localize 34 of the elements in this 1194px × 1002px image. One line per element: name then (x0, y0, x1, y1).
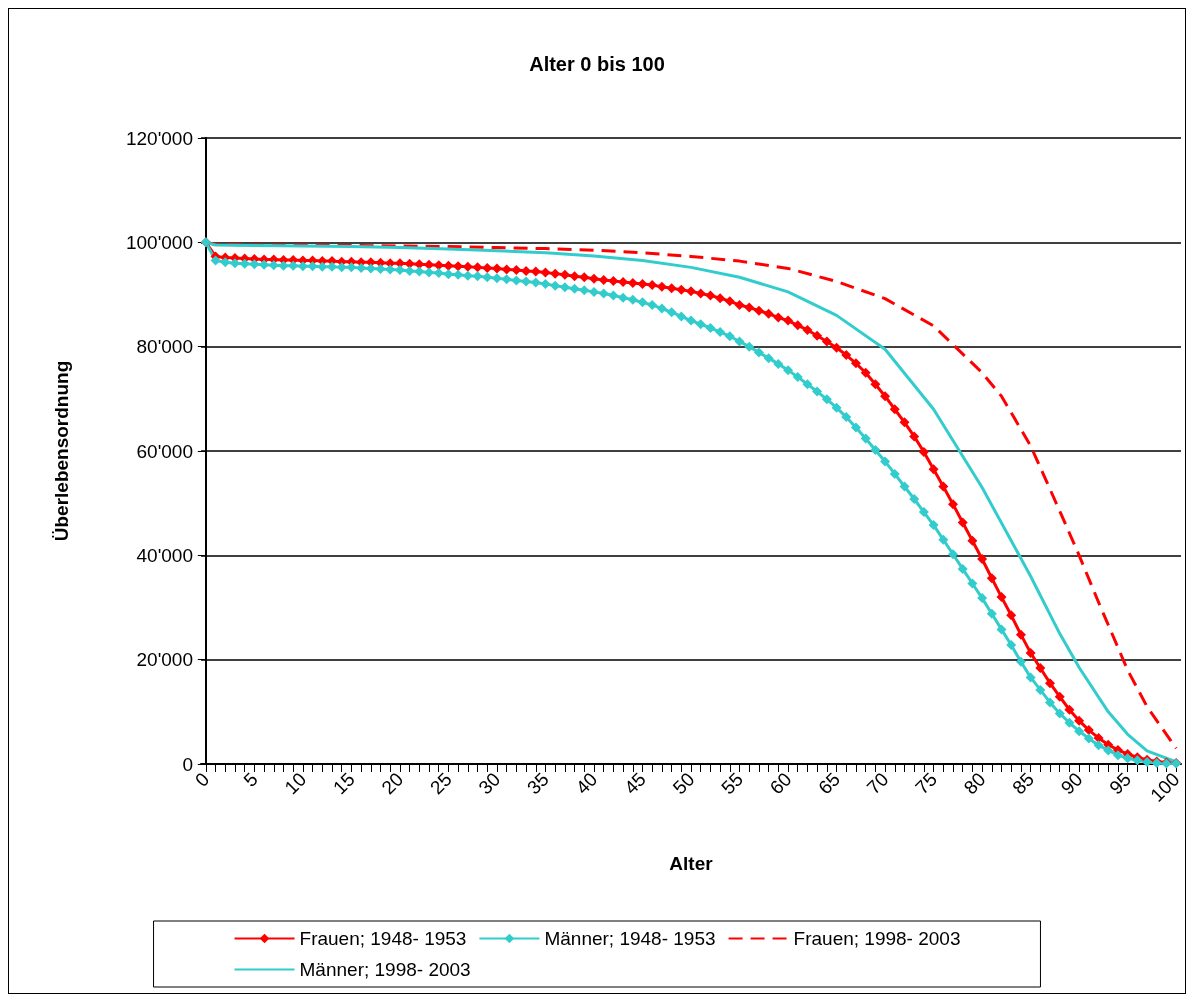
x-tick-label: 70 (862, 768, 893, 799)
y-tick-label: 60'000 (136, 440, 193, 462)
x-tick-label: 75 (911, 768, 942, 799)
x-tick-label: 35 (523, 768, 553, 799)
x-tick-label: 85 (1008, 768, 1039, 799)
y-tick-label: 80'000 (136, 336, 193, 358)
legend-label: Frauen; 1948- 1953 (299, 928, 467, 949)
x-tick-label: 90 (1056, 768, 1087, 799)
legend-label: Männer; 1948- 1953 (544, 928, 716, 949)
x-tick-label: 100 (1146, 768, 1184, 806)
chart-title: Alter 0 bis 100 (529, 53, 665, 75)
legend-label: Frauen; 1998- 2003 (793, 928, 961, 949)
legend-label: Männer; 1998- 2003 (299, 959, 471, 980)
x-tick-label: 40 (571, 768, 602, 799)
x-tick-label: 95 (1105, 768, 1136, 799)
y-tick-label: 0 (182, 753, 193, 775)
y-tick-label: 40'000 (136, 544, 193, 566)
x-tick-label: 80 (959, 768, 990, 799)
x-tick-label: 55 (717, 768, 747, 799)
x-tick-label: 20 (377, 768, 408, 799)
x-tick-label: 15 (329, 768, 359, 799)
x-tick-label: 65 (814, 768, 844, 799)
x-tick-label: 30 (474, 768, 505, 799)
x-tick-label: 10 (280, 768, 311, 799)
y-tick-label: 100'000 (125, 231, 193, 253)
x-tick-label: 45 (620, 768, 650, 799)
y-tick-label: 20'000 (136, 649, 193, 671)
y-axis-title: Überlebensordnung (51, 360, 72, 542)
y-tick-label: 120'000 (125, 127, 193, 149)
x-axis-title: Alter (669, 853, 714, 874)
x-tick-label: 5 (239, 768, 262, 791)
x-tick-label: 50 (668, 768, 699, 799)
x-tick-label: 60 (765, 768, 796, 799)
x-tick-label: 25 (426, 768, 456, 799)
